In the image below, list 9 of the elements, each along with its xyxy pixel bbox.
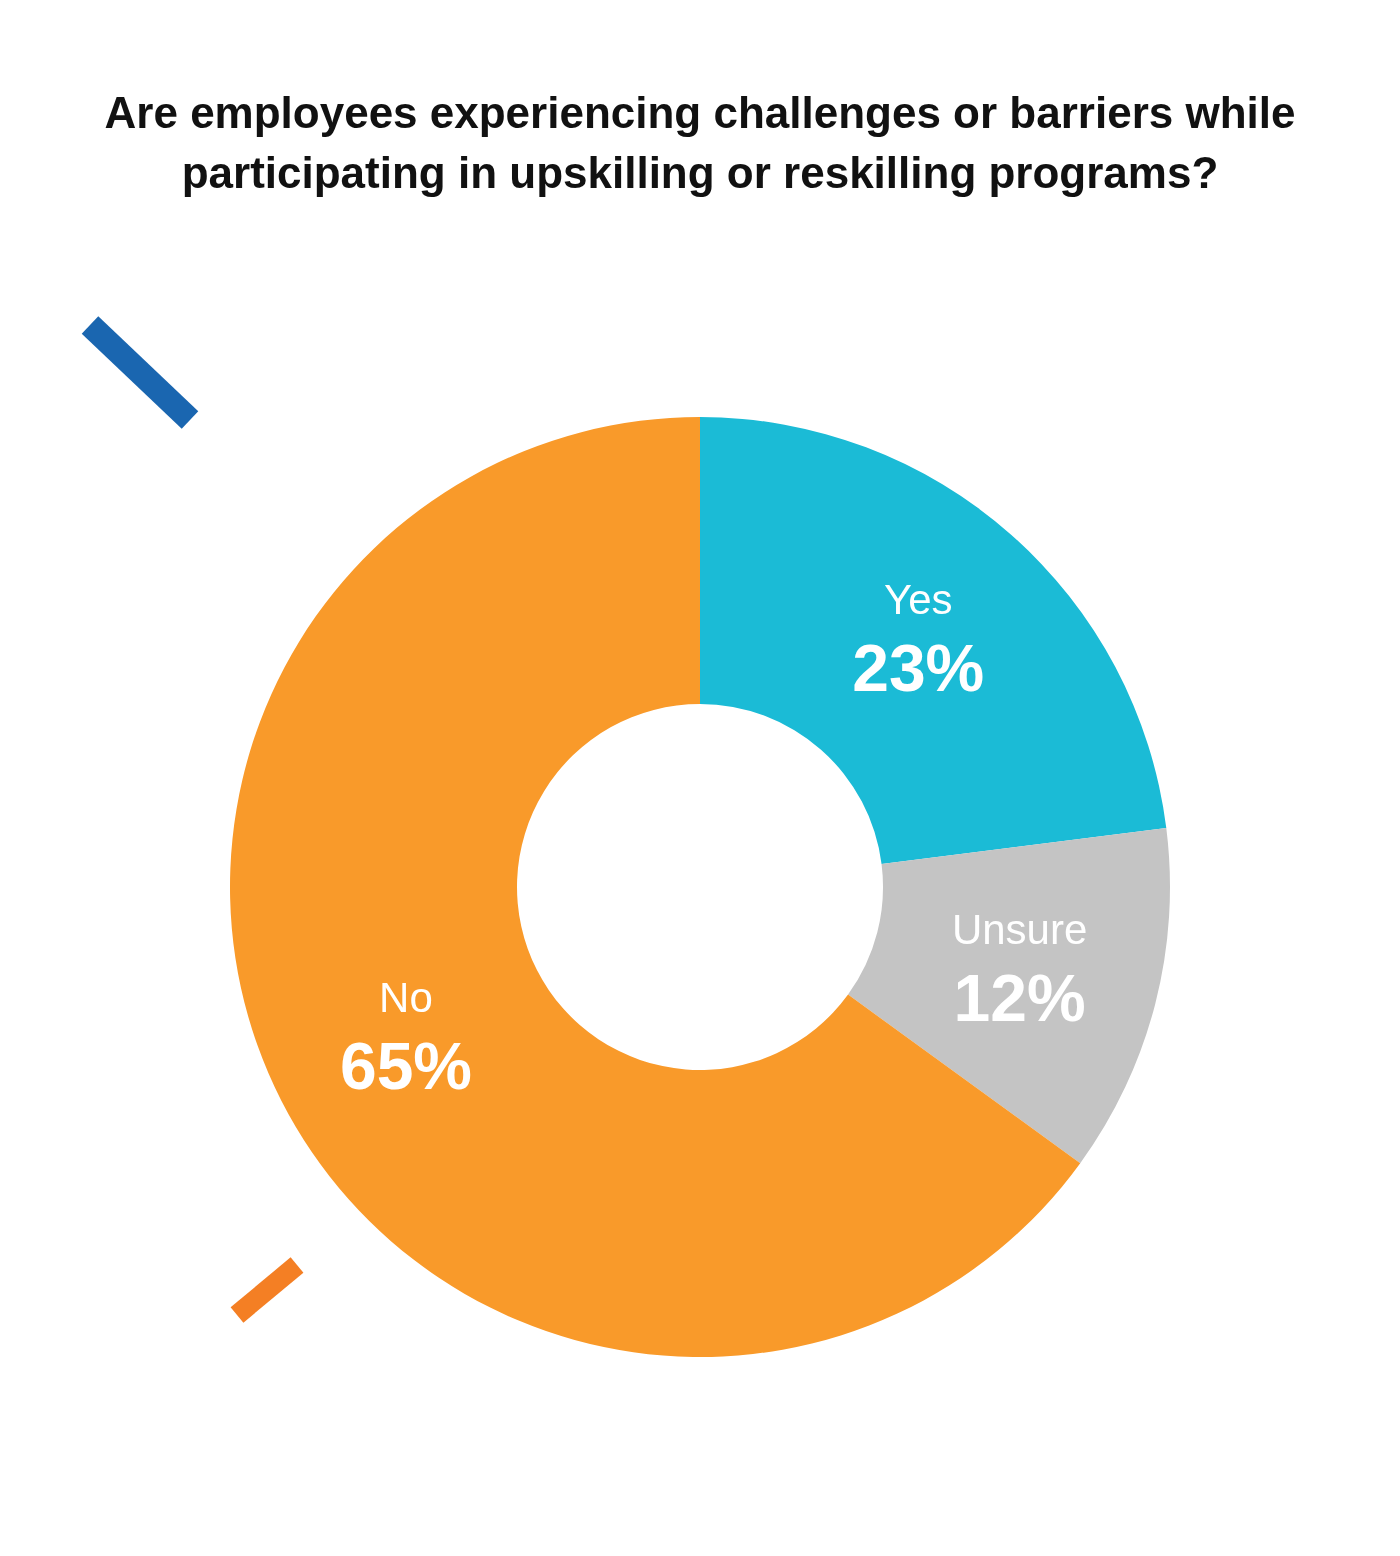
data-label: 23% [852,631,985,706]
chart-title: Are employees experiencing challenges or barriers while participating in upskilling or reskilling programs? [104,88,1296,197]
data-label: 65% [339,1028,473,1103]
slice-label: Unsure [951,906,1088,954]
donut-slice [700,417,1167,865]
slice-label: No [379,973,433,1021]
slice-label: Yes [883,576,953,624]
donut-slice [848,828,1170,1164]
data-label: 12% [953,961,1086,1036]
